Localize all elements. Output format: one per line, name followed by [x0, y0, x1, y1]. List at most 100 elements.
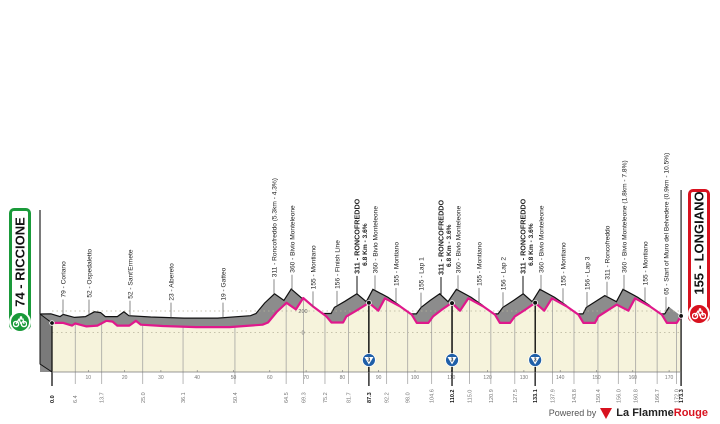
- finish-dot: [678, 313, 684, 319]
- kom-triangle-icon: [364, 357, 374, 365]
- point-label: 19 - Gatteo: [221, 267, 228, 300]
- km-mark-label: 173.3: [679, 389, 685, 403]
- point-label: 155 - Montiano: [394, 242, 401, 286]
- point-label: 155 - Montiano: [561, 242, 568, 286]
- kom-badge-icon: 3: [528, 353, 543, 367]
- kom-category: 3: [451, 357, 454, 363]
- road-profile-line: [51, 296, 683, 329]
- point-label: 311 - Roncofreddo: [605, 225, 612, 279]
- axis-tick-label: 110: [447, 375, 455, 381]
- start-dot: [49, 320, 55, 326]
- axis-tick-label: 80: [340, 375, 346, 381]
- flamme-rouge-logo-icon: [600, 407, 613, 419]
- point-label: 155 - Montiano: [311, 245, 318, 289]
- kom-summit-dot: [532, 299, 538, 306]
- km-mark-label: 115.0: [467, 390, 473, 403]
- km-mark-label: 75.2: [323, 392, 329, 403]
- ground-area: [52, 298, 682, 372]
- kom-point-label: 311 - RONCOFREDDO: [519, 198, 528, 273]
- point-label: 311 - Roncofreddo (5.3km - 4.3%): [272, 178, 279, 277]
- bicycle-icon: [688, 303, 710, 325]
- axis-tick-label: 40: [194, 375, 200, 381]
- axis-tick-label: 170: [665, 375, 674, 381]
- climb-stats-label: 6.8 Km - 3.6%: [446, 224, 453, 267]
- start-badge: 74 - RICCIONE: [9, 208, 31, 333]
- point-label: 360 - Bivio Monteleone: [290, 205, 297, 273]
- axis-tick-label: 150: [592, 375, 601, 381]
- km-mark-label: 92.2: [385, 392, 391, 403]
- km-mark-label: 36.1: [181, 392, 187, 403]
- axis-tick-label: 20: [122, 375, 128, 381]
- km-mark-label: 172.0: [674, 389, 680, 403]
- point-label: 155 - Montiano: [477, 242, 484, 286]
- kom-category: 3: [534, 357, 537, 363]
- km-mark-label: 13.7: [100, 392, 106, 403]
- point-label: 156 - Finish Line: [335, 240, 342, 289]
- point-label: 23 - Albereto: [169, 263, 176, 301]
- km-mark-label: 160.8: [634, 389, 640, 403]
- km-mark-label: 137.9: [551, 389, 557, 403]
- kom-summit-dot: [449, 300, 455, 306]
- km-mark-label: 25.0: [141, 392, 147, 403]
- km-mark-label: 81.7: [347, 392, 353, 403]
- climb-stats-label: 6.8 Km - 3.6%: [528, 223, 535, 266]
- km-mark-label: 6.4: [73, 395, 79, 403]
- km-mark-label: 127.5: [513, 389, 519, 403]
- kom-category: 3: [368, 357, 371, 363]
- point-label: 52 - Ospedaletto: [87, 249, 94, 298]
- brand-part: Rouge: [673, 407, 708, 419]
- axis-tick-label: 120: [483, 375, 492, 381]
- kom-point-label: 311 - RONCOFREDDO: [437, 200, 446, 275]
- point-label: 155 - Lap 1: [419, 257, 426, 291]
- axis-tick-label: 100: [411, 375, 420, 381]
- finish-label: 155 - LONGIANO: [691, 191, 707, 295]
- point-label: 360 - Bivio Monteleone: [539, 205, 546, 273]
- kom-badge-icon: 3: [361, 353, 376, 367]
- axis-tick-label: 130: [520, 375, 529, 381]
- km-mark-label: 133.1: [533, 389, 539, 403]
- km-mark-label: 120.9: [489, 389, 495, 403]
- km-mark-label: 64.5: [284, 392, 290, 403]
- point-label: 360 - Bivio Monteleone (1.8km - 7.8%): [622, 160, 629, 273]
- powered-by-text: Powered by: [548, 408, 597, 418]
- brand-part: La Flamme: [616, 407, 674, 419]
- climb-stats-label: 6.8 Km - 3.6%: [362, 223, 369, 266]
- point-label: 79 - Coriano: [61, 261, 68, 298]
- km-mark-label: 98.0: [406, 392, 412, 403]
- kom-summit-dot: [366, 299, 372, 306]
- kom-triangle-icon: [447, 357, 457, 365]
- point-label: 65 - Start of Muro del Belvedere (0.9km …: [664, 153, 671, 295]
- gridline-label: 0: [301, 331, 304, 337]
- axis-tick-label: 60: [267, 375, 273, 381]
- km-mark-label: 143.8: [572, 389, 578, 403]
- axis-tick-label: 140: [556, 375, 565, 381]
- km-mark-label: 0.0: [50, 395, 56, 403]
- axis-tick-label: 70: [303, 375, 309, 381]
- axis-tick-label: 10: [86, 375, 92, 381]
- km-mark-label: 87.3: [367, 392, 373, 403]
- km-mark-label: 156.0: [616, 389, 622, 403]
- axis-tick-label: 160: [629, 375, 638, 381]
- powered-by: Powered by La FlammeRouge: [549, 407, 708, 419]
- km-mark-label: 166.7: [655, 389, 661, 403]
- start-label: 74 - RICCIONE: [12, 217, 28, 307]
- point-label: 155 - Montiano: [643, 241, 650, 285]
- point-label: 360 - Bivio Monteleone: [456, 205, 463, 273]
- km-mark-label: 50.4: [233, 392, 239, 403]
- point-label: 52 - Sant'Ermete: [128, 249, 135, 299]
- km-mark-label: 110.2: [450, 390, 456, 403]
- bicycle-icon: [9, 311, 31, 333]
- km-mark-label: 69.3: [302, 392, 308, 403]
- point-label: 156 - Lap 3: [585, 256, 592, 290]
- finish-badge: 155 - LONGIANO: [688, 189, 710, 325]
- kom-point-label: 311 - RONCOFREDDO: [353, 198, 362, 273]
- point-label: 156 - Lap 2: [501, 257, 508, 291]
- kom-triangle-icon: [530, 357, 540, 365]
- km-mark-label: 150.4: [596, 389, 602, 403]
- gridline-label: 200: [298, 309, 307, 315]
- brand-name[interactable]: La FlammeRouge: [616, 407, 708, 419]
- km-mark-label: 104.6: [430, 389, 436, 403]
- kom-badge-icon: 3: [445, 353, 459, 367]
- point-label: 360 - Bivio Monteleone: [373, 206, 380, 274]
